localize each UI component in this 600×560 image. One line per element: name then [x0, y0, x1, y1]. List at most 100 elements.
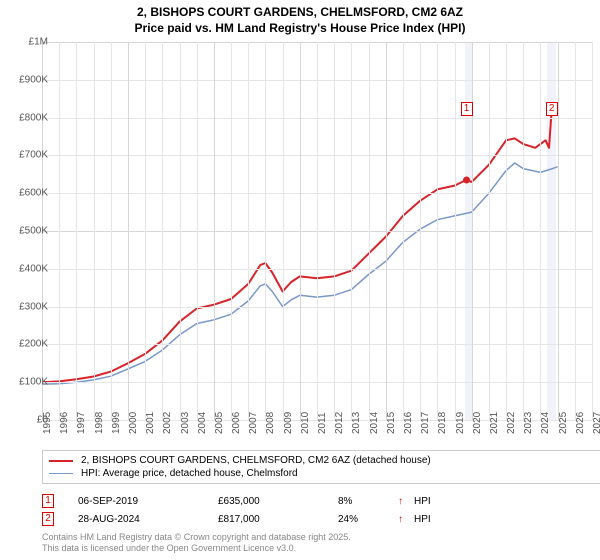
x-axis-label: 2003 — [180, 412, 191, 434]
row-marker-2: 2 — [42, 512, 54, 526]
title-line1: 2, BISHOPS COURT GARDENS, CHELMSFORD, CM… — [0, 5, 600, 21]
marker-table: 1 06-SEP-2019 £635,000 8% ↑ HPI 2 28-AUG… — [42, 492, 590, 528]
gridline-v — [540, 42, 541, 420]
x-axis-label: 2000 — [128, 412, 139, 434]
gridline-v — [575, 42, 576, 420]
footer-attribution: Contains HM Land Registry data © Crown c… — [42, 532, 351, 555]
chart-title: 2, BISHOPS COURT GARDENS, CHELMSFORD, CM… — [0, 0, 600, 36]
gridline-v — [231, 42, 232, 420]
legend-label-blue: HPI: Average price, detached house, Chel… — [81, 468, 298, 479]
x-axis-label: 2005 — [214, 412, 225, 434]
marker-badge: 1 — [461, 102, 473, 116]
marker-point — [463, 176, 470, 183]
x-axis-label: 2024 — [540, 412, 551, 434]
gridline-v — [128, 42, 129, 420]
gridline-v — [437, 42, 438, 420]
legend-label-red: 2, BISHOPS COURT GARDENS, CHELMSFORD, CM… — [81, 455, 431, 466]
chart-plot-area: 1995199619971998199920002001200220032004… — [42, 42, 593, 420]
x-axis-label: 2010 — [300, 412, 311, 434]
row-hpi: HPI — [414, 496, 454, 507]
gridline-v — [197, 42, 198, 420]
marker-badge: 2 — [546, 102, 558, 116]
y-axis-label: £900K — [8, 74, 48, 85]
gridline-v — [111, 42, 112, 420]
x-axis-label: 2011 — [317, 412, 328, 434]
gridline-v — [472, 42, 473, 420]
gridline-v — [265, 42, 266, 420]
gridline-v — [386, 42, 387, 420]
arrow-up-icon: ↑ — [398, 514, 414, 525]
gridline-v — [59, 42, 60, 420]
x-axis-label: 2017 — [420, 412, 431, 434]
y-axis-label: £1M — [8, 37, 48, 48]
y-axis-label: £200K — [8, 339, 48, 350]
gridline-v — [248, 42, 249, 420]
x-axis-label: 1999 — [111, 412, 122, 434]
gridline-v — [334, 42, 335, 420]
x-axis-label: 2013 — [351, 412, 362, 434]
x-axis-label: 2016 — [403, 412, 414, 434]
x-axis-label: 2004 — [197, 412, 208, 434]
gridline-v — [76, 42, 77, 420]
y-axis-label: £800K — [8, 112, 48, 123]
x-axis-label: 2018 — [437, 412, 448, 434]
gridline-v — [369, 42, 370, 420]
x-axis-label: 2009 — [283, 412, 294, 434]
y-axis-label: £400K — [8, 263, 48, 274]
x-axis-label: 2019 — [455, 412, 466, 434]
legend-swatch-blue — [49, 473, 73, 474]
x-axis-label: 1998 — [94, 412, 105, 434]
footer-line2: This data is licensed under the Open Gov… — [42, 543, 351, 554]
gridline-v — [506, 42, 507, 420]
x-axis-label: 2022 — [506, 412, 517, 434]
x-axis-label: 2021 — [489, 412, 500, 434]
gridline-v — [300, 42, 301, 420]
gridline-v — [317, 42, 318, 420]
x-axis-label: 1996 — [59, 412, 70, 434]
gridline-v — [455, 42, 456, 420]
x-axis-label: 2012 — [334, 412, 345, 434]
gridline-v — [523, 42, 524, 420]
gridline-v — [145, 42, 146, 420]
gridline-v — [94, 42, 95, 420]
gridline-v — [283, 42, 284, 420]
legend-row-blue: HPI: Average price, detached house, Chel… — [49, 467, 595, 480]
gridline-v — [162, 42, 163, 420]
row-price: £817,000 — [218, 514, 338, 525]
x-axis-label: 2020 — [472, 412, 483, 434]
legend-swatch-red — [49, 460, 73, 462]
row-marker-1: 1 — [42, 494, 54, 508]
x-axis-label: 2025 — [558, 412, 569, 434]
gridline-v — [592, 42, 593, 420]
gridline-v — [403, 42, 404, 420]
x-axis-label: 2023 — [523, 412, 534, 434]
footer-line1: Contains HM Land Registry data © Crown c… — [42, 532, 351, 543]
row-hpi: HPI — [414, 514, 454, 525]
row-pct: 8% — [338, 496, 398, 507]
x-axis-label: 2002 — [162, 412, 173, 434]
y-axis-label: £300K — [8, 301, 48, 312]
gridline-v — [489, 42, 490, 420]
x-axis-label: 2006 — [231, 412, 242, 434]
x-axis-label: 1997 — [76, 412, 87, 434]
series-line — [42, 111, 552, 382]
gridline-v — [558, 42, 559, 420]
gridline-v — [351, 42, 352, 420]
title-line2: Price paid vs. HM Land Registry's House … — [0, 21, 600, 37]
y-axis-label: £700K — [8, 150, 48, 161]
table-row: 1 06-SEP-2019 £635,000 8% ↑ HPI — [42, 492, 590, 510]
x-axis-label: 2014 — [369, 412, 380, 434]
arrow-up-icon: ↑ — [398, 496, 414, 507]
x-axis-label: 2015 — [386, 412, 397, 434]
row-price: £635,000 — [218, 496, 338, 507]
x-axis-label: 2026 — [575, 412, 586, 434]
x-axis-label: 2027 — [592, 412, 600, 434]
y-axis-label: £100K — [8, 377, 48, 388]
gridline-v — [420, 42, 421, 420]
table-row: 2 28-AUG-2024 £817,000 24% ↑ HPI — [42, 510, 590, 528]
row-date: 06-SEP-2019 — [78, 496, 218, 507]
legend-row-red: 2, BISHOPS COURT GARDENS, CHELMSFORD, CM… — [49, 454, 595, 467]
y-axis-label: £500K — [8, 226, 48, 237]
x-axis-label: 2001 — [145, 412, 156, 434]
x-axis-label: 2007 — [248, 412, 259, 434]
